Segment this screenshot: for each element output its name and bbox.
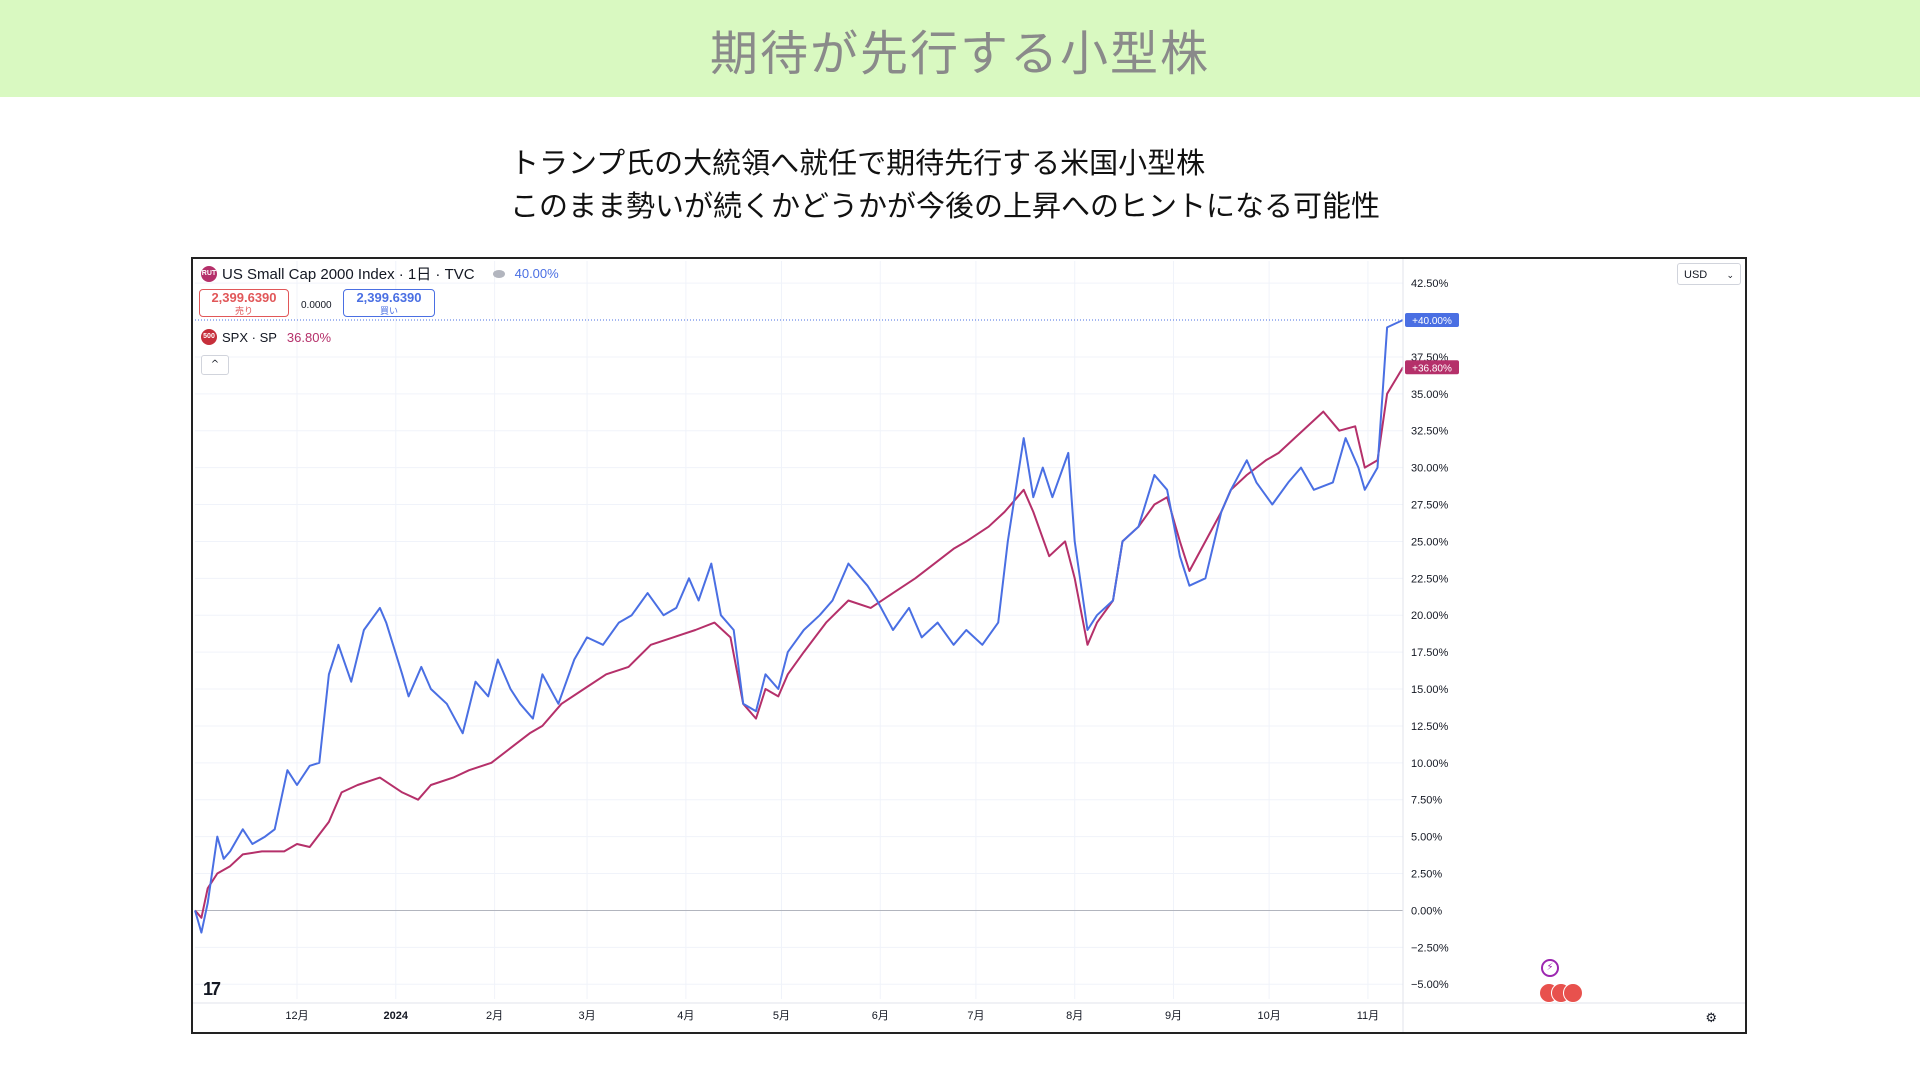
main-symbol-legend[interactable]: RUT US Small Cap 2000 Index · 1日 · TVC 4… xyxy=(201,263,559,284)
y-tick-label: 2.50% xyxy=(1411,869,1442,881)
x-tick-label: 12月 xyxy=(285,1010,308,1022)
y-tick-label: 35.00% xyxy=(1411,389,1449,401)
compare-symbol-label: SPX · SP xyxy=(222,329,277,345)
y-tick-label: 5.00% xyxy=(1411,832,1442,844)
x-tick-label: 6月 xyxy=(872,1010,889,1022)
buy-price: 2,399.6390 xyxy=(356,290,422,305)
buy-button[interactable]: 2,399.6390 買い xyxy=(343,289,435,317)
y-tick-label: 10.00% xyxy=(1411,758,1449,770)
x-tick-label: 3月 xyxy=(578,1010,595,1022)
flash-event-icon[interactable]: ⚡ xyxy=(1541,959,1559,977)
y-tick-label: 0.00% xyxy=(1411,905,1442,917)
series-line xyxy=(194,319,1404,934)
y-tick-label: 42.50% xyxy=(1411,278,1449,290)
x-tick-label: 2月 xyxy=(486,1010,503,1022)
series-lines xyxy=(194,319,1404,934)
last-value-badge xyxy=(1405,313,1459,328)
currency-selector[interactable]: USD ⌄ xyxy=(1677,263,1741,285)
collapse-legend-button[interactable]: ^ xyxy=(201,355,229,375)
y-tick-label: 25.00% xyxy=(1411,536,1449,548)
x-tick-label: 2024 xyxy=(384,1010,409,1022)
x-tick-label: 7月 xyxy=(967,1010,984,1022)
us-flag-events-icon[interactable] xyxy=(1539,983,1583,1003)
x-tick-label: 5月 xyxy=(773,1010,790,1022)
subtitle-line-1: トランプ氏の大統領へ就任で期待先行する米国小型株 xyxy=(510,146,1206,180)
sell-label: 売り xyxy=(234,306,253,316)
settings-gear-icon[interactable]: ⚙ xyxy=(1705,1011,1717,1026)
chevron-down-icon: ⌄ xyxy=(1726,270,1734,280)
x-tick-label: 11月 xyxy=(1357,1010,1379,1022)
x-tick-label: 9月 xyxy=(1165,1010,1182,1022)
y-tick-label: 30.00% xyxy=(1411,463,1449,475)
page-title: 期待が先行する小型株 xyxy=(709,25,1210,82)
y-tick-label: −2.50% xyxy=(1411,942,1449,954)
chart-widget: −5.00% −2.50% 0.00% 2.50% 5.00% 7.50% 10.00% 12… xyxy=(191,257,1747,1034)
y-tick-label: 7.50% xyxy=(1411,795,1442,807)
series-line xyxy=(194,366,1404,919)
spx-icon: 500 xyxy=(201,329,217,345)
y-tick-label: 17.50% xyxy=(1411,647,1449,659)
last-value-badge xyxy=(1405,360,1459,375)
tradingview-logo-icon[interactable]: 17 xyxy=(203,979,221,999)
y-tick-label: 22.50% xyxy=(1411,573,1449,585)
y-tick-label: 15.00% xyxy=(1411,684,1449,696)
sell-price: 2,399.6390 xyxy=(211,290,277,305)
main-change: 40.00% xyxy=(514,266,559,281)
last-value-label: +36.80% xyxy=(1412,363,1452,374)
price-chart[interactable]: −5.00% −2.50% 0.00% 2.50% 5.00% 7.50% 10.00% 12… xyxy=(193,259,1745,1032)
x-tick-label: 8月 xyxy=(1066,1010,1083,1022)
y-tick-label: 27.50% xyxy=(1411,500,1449,512)
y-tick-label: 12.50% xyxy=(1411,721,1449,733)
x-axis: 12月 2024 2月 3月 4月 5月 6月 7月 8月 9月 10月 11月 xyxy=(193,1002,1745,1022)
subtitle-line-2: このまま勢いが続くかどうかが今後の上昇へのヒントになる可能性 xyxy=(510,189,1381,223)
visibility-icon[interactable] xyxy=(492,269,505,278)
y-tick-label: −5.00% xyxy=(1411,979,1449,991)
y-axis: −5.00% −2.50% 0.00% 2.50% 5.00% 7.50% 10.00% 12… xyxy=(1402,259,1449,1032)
last-value-labels: +40.00% +36.80% xyxy=(1405,313,1459,375)
y-tick-label: 32.50% xyxy=(1411,426,1449,438)
rut-icon: RUT xyxy=(201,265,217,282)
currency-label: USD xyxy=(1684,269,1708,281)
y-tick-label: 20.00% xyxy=(1411,610,1449,622)
compare-change: 36.80% xyxy=(286,329,332,345)
main-symbol-label: US Small Cap 2000 Index · 1日 · TVC xyxy=(222,266,475,283)
compare-symbol-legend[interactable]: 500 SPX · SP 36.80% xyxy=(201,329,331,345)
buy-label: 買い xyxy=(379,306,398,316)
header-banner: 期待が先行する小型株 xyxy=(0,0,1920,97)
spread-value: 0.0000 xyxy=(301,300,332,311)
x-tick-label: 10月 xyxy=(1258,1010,1281,1022)
grid-lines xyxy=(195,261,1403,999)
x-tick-label: 4月 xyxy=(677,1010,694,1022)
sell-button[interactable]: 2,399.6390 売り xyxy=(199,289,289,317)
last-value-label: +40.00% xyxy=(1412,316,1452,327)
